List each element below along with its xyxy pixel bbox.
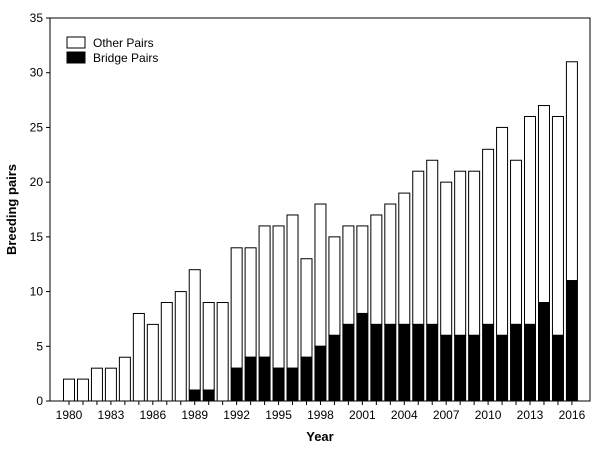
- bar-bridge-pairs-1994: [258, 356, 271, 402]
- bar-other-pairs-1998: [314, 203, 327, 347]
- bar-bridge-pairs-1990: [202, 389, 215, 402]
- bar-other-pairs-2015: [551, 115, 564, 336]
- bar-other-pairs-2016: [565, 61, 578, 282]
- legend: Other Pairs Bridge Pairs: [66, 36, 158, 65]
- bar-other-pairs-2013: [524, 115, 537, 325]
- bar-bridge-pairs-1995: [272, 367, 285, 402]
- y-tick-label: 35: [30, 11, 44, 25]
- y-tick-label: 5: [36, 339, 43, 353]
- bar-bridge-pairs-2001: [356, 312, 369, 402]
- legend-swatch-other-pairs: [66, 36, 86, 49]
- x-tick-label: 1989: [181, 408, 208, 422]
- bar-other-pairs-2008: [454, 170, 467, 336]
- y-tick-label: 15: [30, 230, 44, 244]
- bar-other-pairs-1997: [300, 258, 313, 358]
- x-tick-label: 2016: [559, 408, 586, 422]
- bar-bridge-pairs-1999: [328, 334, 341, 402]
- bar-bridge-pairs-2011: [496, 334, 509, 402]
- x-tick-label: 2013: [517, 408, 544, 422]
- legend-label-other-pairs: Other Pairs: [93, 36, 154, 50]
- bar-other-pairs-2014: [537, 105, 550, 304]
- x-tick-label: 1983: [98, 408, 125, 422]
- bar-other-pairs-1984: [118, 356, 131, 402]
- bar-other-pairs-1990: [202, 302, 215, 391]
- y-tick-label: 0: [36, 394, 43, 408]
- bar-other-pairs-2003: [384, 203, 397, 325]
- y-tick-label: 25: [30, 120, 44, 134]
- bar-other-pairs-2006: [426, 159, 439, 325]
- x-tick-label: 1998: [307, 408, 334, 422]
- bar-other-pairs-1989: [188, 269, 201, 391]
- x-tick-label: 1992: [223, 408, 250, 422]
- bar-bridge-pairs-2015: [551, 334, 564, 402]
- bar-other-pairs-2005: [412, 170, 425, 325]
- bar-bridge-pairs-2007: [440, 334, 453, 402]
- bar-other-pairs-1996: [286, 214, 299, 369]
- x-tick-label: 1980: [56, 408, 83, 422]
- bar-bridge-pairs-2016: [565, 280, 578, 402]
- x-tick-label: 2010: [475, 408, 502, 422]
- bar-other-pairs-1983: [104, 367, 117, 402]
- bar-other-pairs-1999: [328, 236, 341, 336]
- bar-other-pairs-2001: [356, 225, 369, 314]
- bar-bridge-pairs-1989: [188, 389, 201, 402]
- bar-other-pairs-1982: [90, 367, 103, 402]
- bar-other-pairs-1993: [244, 247, 257, 358]
- bar-other-pairs-1986: [146, 323, 159, 402]
- bar-bridge-pairs-1993: [244, 356, 257, 402]
- bar-other-pairs-2007: [440, 181, 453, 336]
- bar-other-pairs-1994: [258, 225, 271, 358]
- bar-bridge-pairs-1992: [230, 367, 243, 402]
- y-tick-label: 10: [30, 285, 44, 299]
- bar-bridge-pairs-2004: [398, 323, 411, 402]
- bar-bridge-pairs-2002: [370, 323, 383, 402]
- y-axis: 0 5 10 15 20 25 30 35: [30, 11, 50, 408]
- bar-other-pairs-1985: [132, 312, 145, 402]
- bar-bridge-pairs-1996: [286, 367, 299, 402]
- bar-other-pairs-1987: [160, 302, 173, 402]
- bar-other-pairs-2012: [510, 159, 523, 325]
- bar-other-pairs-2000: [342, 225, 355, 325]
- bars-group: [63, 61, 578, 402]
- legend-label-bridge-pairs: Bridge Pairs: [93, 51, 158, 65]
- x-tick-label: 1986: [139, 408, 166, 422]
- bar-bridge-pairs-2008: [454, 334, 467, 402]
- bar-other-pairs-2009: [468, 170, 481, 336]
- bar-other-pairs-1995: [272, 225, 285, 369]
- bar-bridge-pairs-2009: [468, 334, 481, 402]
- bar-bridge-pairs-1997: [300, 356, 313, 402]
- bar-bridge-pairs-2010: [482, 323, 495, 402]
- x-tick-label: 1995: [265, 408, 292, 422]
- bar-other-pairs-2002: [370, 214, 383, 325]
- legend-swatch-bridge-pairs: [66, 51, 86, 64]
- bar-other-pairs-1992: [230, 247, 243, 369]
- bar-bridge-pairs-2012: [510, 323, 523, 402]
- bar-other-pairs-1988: [174, 291, 187, 402]
- x-tick-label: 2004: [391, 408, 418, 422]
- x-axis: 1980 1983 1986 1989 1992 1995 1998 2001 2004 2007…: [56, 401, 586, 422]
- bar-bridge-pairs-2013: [524, 323, 537, 402]
- bar-bridge-pairs-2005: [412, 323, 425, 402]
- bar-other-pairs-2011: [496, 126, 509, 336]
- y-tick-label: 30: [30, 66, 44, 80]
- bar-other-pairs-2004: [398, 192, 411, 325]
- bar-bridge-pairs-1998: [314, 345, 327, 402]
- x-tick-label: 2007: [433, 408, 460, 422]
- bar-other-pairs-1980: [63, 378, 75, 402]
- bar-bridge-pairs-2006: [426, 323, 439, 402]
- y-tick-label: 20: [30, 175, 44, 189]
- y-axis-title: Breeding pairs: [4, 164, 19, 255]
- bar-bridge-pairs-2014: [537, 302, 550, 402]
- bar-other-pairs-2010: [482, 148, 495, 325]
- bar-bridge-pairs-2000: [342, 323, 355, 402]
- bar-other-pairs-1991: [216, 302, 229, 402]
- x-axis-title: Year: [306, 429, 333, 444]
- x-tick-label: 2001: [349, 408, 376, 422]
- bar-bridge-pairs-2003: [384, 323, 397, 402]
- bar-other-pairs-1981: [76, 378, 89, 402]
